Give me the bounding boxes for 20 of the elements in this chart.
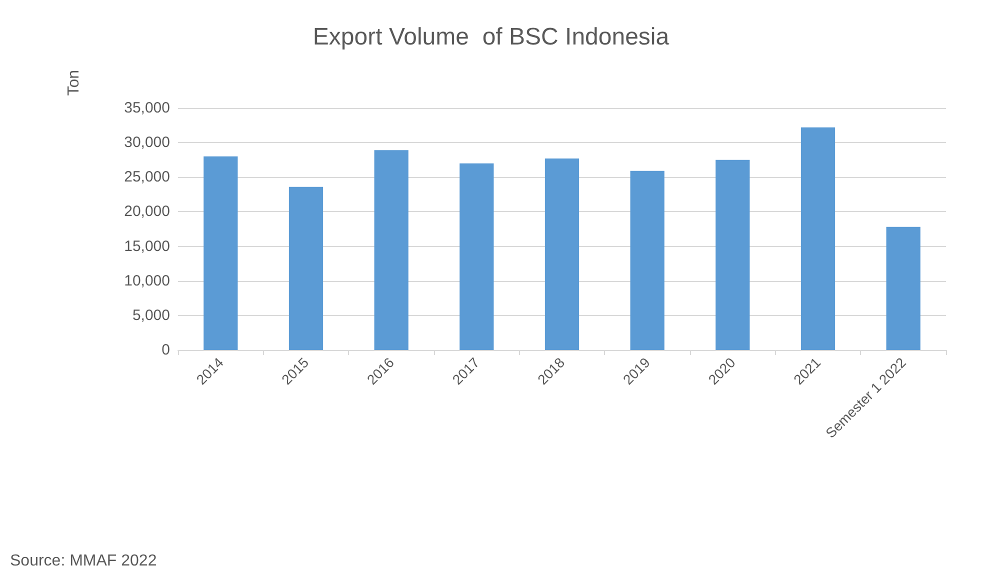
bar [630, 170, 664, 350]
bar [288, 186, 324, 350]
y-tick-label: 0 [162, 342, 170, 358]
chart-title: Export Volume of BSC Indonesia [312, 24, 670, 50]
y-tick-label: 20,000 [124, 203, 170, 220]
bar [886, 226, 920, 350]
y-tick-label: 10,000 [124, 272, 170, 290]
y-tick-label: 15,000 [124, 238, 170, 255]
bar [204, 156, 238, 350]
y-axis-title: Ton [66, 70, 82, 96]
y-tick-label: 30,000 [124, 134, 170, 152]
bar [374, 150, 408, 350]
bar [716, 160, 750, 350]
source-note: Source: MMAF 2022 [10, 552, 157, 570]
bar [460, 163, 494, 350]
bar [544, 158, 580, 350]
y-tick-label: 25,000 [124, 168, 170, 186]
bar [800, 127, 836, 350]
y-tick-label: 5,000 [132, 306, 170, 324]
y-tick-label: 35,000 [124, 100, 170, 116]
